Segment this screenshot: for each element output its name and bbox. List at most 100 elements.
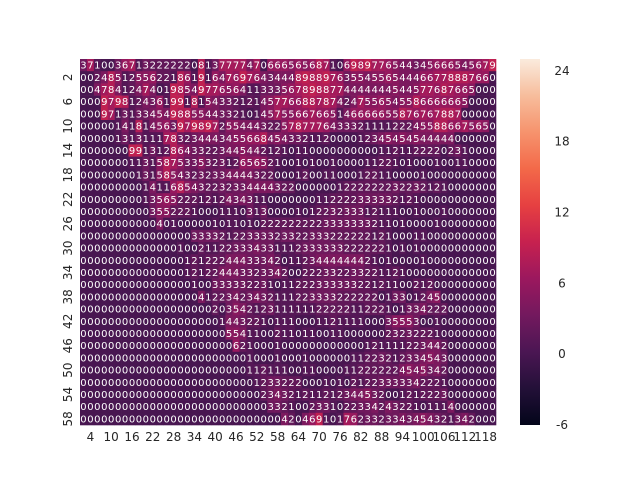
heatmap-cell (93, 303, 102, 316)
heatmap-cell (426, 217, 434, 231)
cell-value-label: 2 (427, 146, 433, 157)
cell-value-label: 0 (309, 146, 315, 157)
cell-value-label: 4 (462, 61, 468, 72)
cell-value-label: 2 (344, 195, 350, 206)
heatmap-cell (253, 229, 261, 243)
cell-value-label: 0 (240, 390, 246, 401)
heatmap-cell (267, 168, 275, 182)
cell-value-label: 0 (108, 207, 114, 218)
heatmap-cell (343, 278, 351, 292)
heatmap-cell (322, 168, 330, 182)
cell-value-label: 0 (448, 366, 454, 377)
cell-value-label: 0 (226, 414, 232, 425)
heatmap-cell (461, 168, 469, 182)
cell-value-label: 0 (136, 183, 142, 194)
cell-value-label: 3 (323, 292, 329, 303)
heatmap-cell (135, 95, 143, 109)
cell-value-label: 1 (205, 73, 211, 84)
cell-value-label: 2 (267, 158, 273, 169)
cell-value-label: 0 (150, 390, 156, 401)
cell-value-label: 1 (281, 366, 287, 377)
heatmap-cell (86, 120, 95, 133)
cell-value-label: 7 (455, 109, 461, 120)
cell-value-label: 2 (420, 329, 426, 340)
cell-value-label: 1 (441, 378, 447, 389)
cell-value-label: 2 (427, 329, 433, 340)
cell-value-label: 2 (413, 329, 419, 340)
heatmap-cell (447, 205, 455, 218)
heatmap-cell (392, 205, 400, 218)
heatmap-cell (232, 290, 240, 304)
cell-value-label: 0 (434, 280, 440, 291)
cell-value-label: 7 (469, 73, 475, 84)
cell-value-label: 4 (226, 170, 232, 181)
heatmap-cell (398, 120, 407, 133)
heatmap-cell (475, 205, 483, 218)
heatmap-cell (447, 95, 455, 109)
heatmap-cell (197, 71, 206, 84)
heatmap-cell (239, 71, 247, 84)
heatmap-cell (489, 132, 497, 145)
cell-value-label: 2 (469, 414, 475, 425)
cell-value-label: 4 (281, 73, 287, 84)
heatmap-cell (294, 229, 303, 243)
cell-value-label: 2 (413, 280, 419, 291)
cell-value-label: 1 (129, 97, 135, 108)
cell-value-label: 2 (337, 268, 343, 279)
cell-value-label: 3 (281, 390, 287, 401)
cell-value-label: 7 (420, 109, 426, 120)
cell-value-label: 6 (240, 158, 246, 169)
heatmap-cell (177, 290, 185, 304)
cell-value-label: 1 (309, 366, 315, 377)
heatmap-cell (232, 254, 240, 267)
cell-value-label: 3 (219, 183, 225, 194)
cell-value-label: 2 (399, 183, 405, 194)
cell-value-label: 0 (489, 329, 495, 340)
cell-value-label: 3 (247, 268, 253, 279)
cell-value-label: 0 (129, 317, 135, 328)
cell-value-label: 0 (122, 146, 128, 157)
cell-value-label: 3 (219, 170, 225, 181)
cell-value-label: 0 (420, 244, 426, 255)
heatmap-cell (177, 71, 185, 84)
heatmap-cell (343, 242, 351, 255)
cell-value-label: 0 (163, 231, 169, 242)
cell-value-label: 6 (427, 73, 433, 84)
heatmap-cell (107, 266, 115, 279)
heatmap-cell (343, 95, 351, 109)
cell-value-label: 0 (94, 353, 100, 364)
heatmap-cell (343, 290, 351, 304)
cell-value-label: 6 (378, 97, 384, 108)
cell-value-label: 0 (406, 256, 412, 267)
heatmap-cell (461, 120, 469, 133)
heatmap-cell (447, 144, 455, 157)
heatmap-cell (357, 59, 365, 72)
heatmap-cell (461, 266, 469, 279)
cell-value-label: 0 (143, 414, 149, 425)
cell-value-label: 0 (163, 305, 169, 316)
heatmap-cell (454, 59, 462, 72)
cell-value-label: 3 (136, 134, 142, 145)
heatmap-cell (385, 95, 393, 109)
heatmap-cell (378, 303, 386, 316)
heatmap-cell (260, 71, 268, 84)
heatmap-cell (329, 83, 337, 96)
heatmap-cell (100, 107, 109, 121)
cell-value-label: 3 (385, 195, 391, 206)
cell-value-label: 2 (288, 390, 294, 401)
cell-value-label: 6 (455, 122, 461, 133)
heatmap-cell (301, 71, 310, 84)
heatmap-cell (482, 71, 490, 84)
cell-value-label: 0 (267, 207, 273, 218)
cell-value-label: 0 (475, 97, 481, 108)
cell-value-label: 0 (143, 329, 149, 340)
cell-value-label: 3 (323, 231, 329, 242)
heatmap-cell (80, 205, 88, 218)
y-tick-label: 10 (61, 118, 75, 133)
cell-value-label: 0 (309, 195, 315, 206)
cell-value-label: 1 (281, 292, 287, 303)
cell-value-label: 2 (219, 195, 225, 206)
cell-value-label: 0 (462, 231, 468, 242)
heatmap-cell (454, 144, 462, 157)
heatmap-cell (149, 144, 157, 157)
